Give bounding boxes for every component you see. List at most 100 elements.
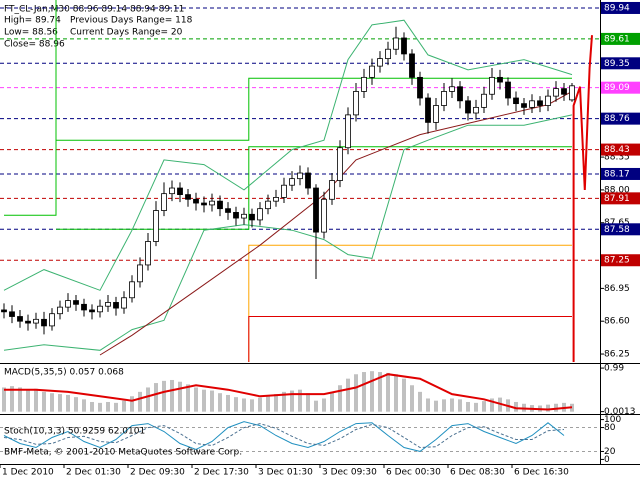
macd-bar: [458, 399, 462, 412]
macd-bar: [186, 384, 190, 412]
level-label: 88.17: [604, 169, 630, 179]
y-tick-label: 80: [604, 423, 616, 433]
x-tick-label: 2 Dec 09:30: [130, 468, 185, 478]
macd-bar: [10, 386, 14, 412]
candle-body: [553, 88, 559, 97]
level-label-box: [601, 81, 640, 94]
macd-bar: [354, 374, 358, 412]
level-label: 89.94: [604, 3, 630, 13]
candle-body: [497, 76, 503, 83]
x-tick-label: 3 Dec 01:30: [258, 468, 313, 478]
candle-body: [297, 172, 303, 180]
candle-body: [329, 180, 335, 200]
level-label-box: [601, 32, 640, 45]
x-tick-label: 6 Dec 00:30: [386, 468, 441, 478]
macd-bar: [314, 400, 318, 412]
candle-body: [73, 300, 79, 305]
macd-bar: [266, 395, 270, 412]
level-label: 88.43: [604, 145, 630, 155]
y-tick-label: 86.60: [604, 317, 630, 327]
candle-body: [337, 147, 343, 181]
candle-body: [265, 200, 271, 210]
macd-bar: [226, 394, 230, 412]
macd-bar: [410, 385, 414, 412]
macd-bar: [426, 398, 430, 412]
macd-bar: [202, 389, 206, 412]
candle-body: [257, 208, 263, 221]
candle-body: [569, 85, 575, 101]
candle-body: [353, 91, 359, 116]
macd-bar: [370, 371, 374, 412]
candle-body: [529, 100, 535, 108]
macd-bar: [546, 404, 550, 412]
level-label-box: [601, 223, 640, 236]
macd-bar: [106, 401, 110, 412]
candle-body: [561, 88, 567, 95]
candle-body: [305, 172, 311, 189]
macd-bar: [90, 401, 94, 412]
candle-body: [25, 320, 31, 324]
candle-body: [105, 302, 111, 307]
candle-body: [345, 114, 351, 149]
y-tick-label: 88.00: [604, 185, 630, 195]
macd-bar: [42, 391, 46, 412]
macd-bar: [386, 372, 390, 412]
x-tick-label: 2 Dec 01:30: [66, 468, 121, 478]
candle-body: [137, 264, 143, 283]
macd-bar: [298, 389, 302, 412]
x-tick-label: 3 Dec 09:30: [322, 468, 377, 478]
macd-bar: [130, 396, 134, 412]
macd-bar: [66, 394, 70, 412]
annotation: Low= 88.56: [4, 28, 58, 38]
candle-body: [169, 187, 175, 195]
macd-signal: [4, 373, 573, 411]
macd-bar: [450, 398, 454, 412]
y-tick-label: 100: [604, 415, 621, 425]
level-label-box: [601, 192, 640, 205]
macd-bar: [74, 397, 78, 412]
candle-body: [113, 302, 119, 309]
candle-body: [545, 95, 551, 106]
candle-body: [153, 210, 159, 242]
x-tick-label: 2 Dec 17:30: [194, 468, 249, 478]
candle-body: [273, 197, 279, 202]
macd-bar: [442, 399, 446, 412]
candle-body: [57, 306, 63, 315]
level-label: 89.09: [604, 83, 630, 93]
y-tick-label: 0.0013: [604, 407, 636, 417]
candle-body: [409, 53, 415, 78]
candle-body: [161, 193, 167, 211]
candle-body: [17, 316, 23, 322]
macd-bar: [138, 391, 142, 412]
candle-body: [489, 76, 495, 95]
candle-body: [401, 37, 407, 55]
macd-bar: [306, 393, 310, 412]
y-tick-label: 0: [604, 455, 610, 465]
candle-body: [441, 91, 447, 106]
macd-bar: [322, 398, 326, 412]
candle-body: [393, 37, 399, 50]
macd-bar: [82, 399, 86, 412]
candle-body: [385, 48, 391, 60]
macd-bar: [514, 401, 518, 412]
macd-bar: [378, 372, 382, 412]
macd-bar: [362, 372, 366, 412]
candle-body: [49, 313, 55, 327]
macd-bar: [170, 379, 174, 412]
macd-bar: [50, 393, 54, 412]
macd-bar: [210, 390, 214, 412]
macd-bar: [146, 387, 150, 412]
candle-body: [505, 81, 511, 99]
level-label: 88.76: [604, 114, 630, 124]
stoch-line: [3, 421, 565, 452]
y-tick-label: 88.35: [604, 153, 630, 163]
annotation: Close= 88.96: [4, 40, 65, 50]
x-tick-label: 6 Dec 16:30: [514, 468, 569, 478]
candle-body: [81, 303, 87, 311]
candle-body: [89, 309, 95, 313]
candle-body: [473, 106, 479, 114]
macd-bar: [258, 397, 262, 412]
candle-body: [281, 184, 287, 198]
